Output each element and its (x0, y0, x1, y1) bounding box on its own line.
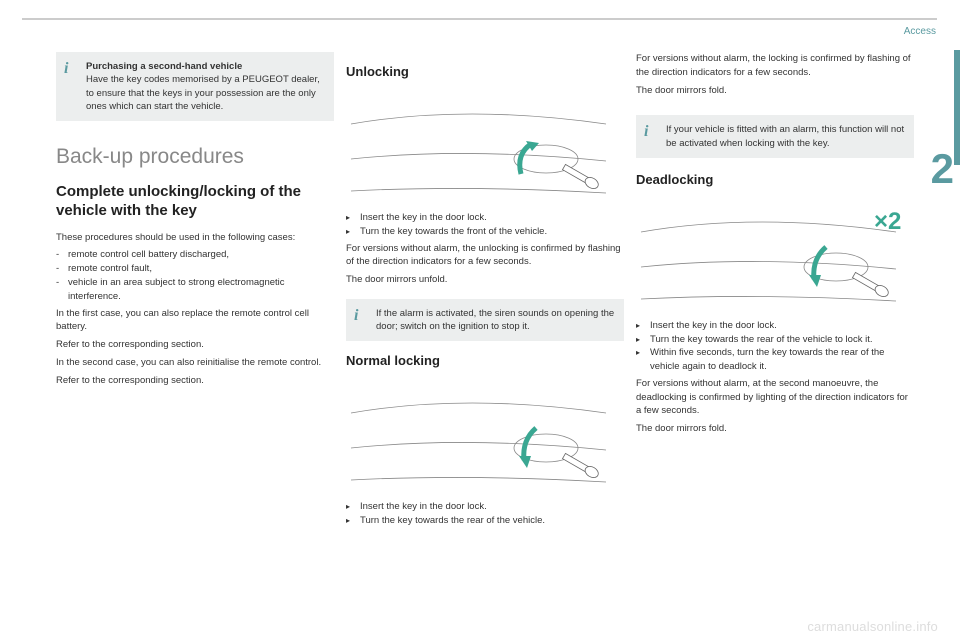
paragraph: The door mirrors unfold. (346, 273, 624, 287)
lock-steps: Insert the key in the door lock. Turn th… (346, 500, 624, 528)
illustration-locking (346, 378, 611, 488)
paragraph: For versions without alarm, the locking … (636, 52, 914, 80)
list-item: Within five seconds, turn the key toward… (636, 346, 914, 374)
column-1: i Purchasing a second-hand vehicle Have … (56, 52, 334, 391)
info-box-alarm-lock: i If your vehicle is fitted with an alar… (636, 115, 914, 158)
info-icon: i (354, 305, 369, 320)
watermark: carmanualsonline.info (807, 619, 938, 634)
x2-badge: ×2 (874, 208, 901, 235)
info-body: If the alarm is activated, the siren sou… (376, 308, 614, 332)
illustration-deadlocking: ×2 (636, 197, 901, 307)
intro-text: These procedures should be used in the f… (56, 231, 334, 245)
list-item: vehicle in an area subject to strong ele… (56, 276, 334, 304)
paragraph: Refer to the corresponding section. (56, 338, 334, 352)
paragraph: The door mirrors fold. (636, 84, 914, 98)
info-icon: i (644, 121, 659, 136)
header-rule (22, 18, 937, 20)
info-body: Have the key codes memorised by a PEUGEO… (86, 74, 320, 112)
list-item: Turn the key towards the rear of the veh… (346, 514, 624, 528)
paragraph: In the second case, you can also reiniti… (56, 356, 334, 370)
heading-backup: Back-up procedures (56, 145, 334, 169)
illustration-unlocking (346, 89, 611, 199)
list-item: Insert the key in the door lock. (636, 319, 914, 333)
paragraph: For versions without alarm, at the secon… (636, 377, 914, 418)
info-body: If your vehicle is fitted with an alarm,… (666, 124, 904, 148)
column-3: For versions without alarm, the locking … (636, 52, 914, 440)
list-item: Turn the key towards the rear of the veh… (636, 333, 914, 347)
paragraph: Refer to the corresponding section. (56, 374, 334, 388)
info-icon: i (64, 58, 79, 73)
chapter-tab (954, 50, 960, 165)
list-item: Insert the key in the door lock. (346, 211, 624, 225)
heading-complete-unlock: Complete unlocking/locking of the vehicl… (56, 183, 334, 221)
chapter-number: 2 (931, 145, 954, 193)
list-item: Insert the key in the door lock. (346, 500, 624, 514)
info-box-alarm: i If the alarm is activated, the siren s… (346, 299, 624, 342)
header-section: Access (904, 26, 936, 37)
paragraph: The door mirrors fold. (636, 422, 914, 436)
paragraph: In the first case, you can also replace … (56, 307, 334, 335)
heading-unlocking: Unlocking (346, 64, 624, 79)
column-2: Unlocking Insert the key in the door loc… (346, 52, 624, 531)
paragraph: For versions without alarm, the unlockin… (346, 242, 624, 270)
info-box-purchase: i Purchasing a second-hand vehicle Have … (56, 52, 334, 121)
list-item: remote control fault, (56, 262, 334, 276)
heading-normal-locking: Normal locking (346, 353, 624, 368)
info-title: Purchasing a second-hand vehicle (86, 61, 242, 72)
unlock-steps: Insert the key in the door lock. Turn th… (346, 211, 624, 239)
deadlock-steps: Insert the key in the door lock. Turn th… (636, 319, 914, 374)
list-item: remote control cell battery discharged, (56, 248, 334, 262)
cases-list: remote control cell battery discharged, … (56, 248, 334, 303)
heading-deadlocking: Deadlocking (636, 172, 914, 187)
list-item: Turn the key towards the front of the ve… (346, 225, 624, 239)
